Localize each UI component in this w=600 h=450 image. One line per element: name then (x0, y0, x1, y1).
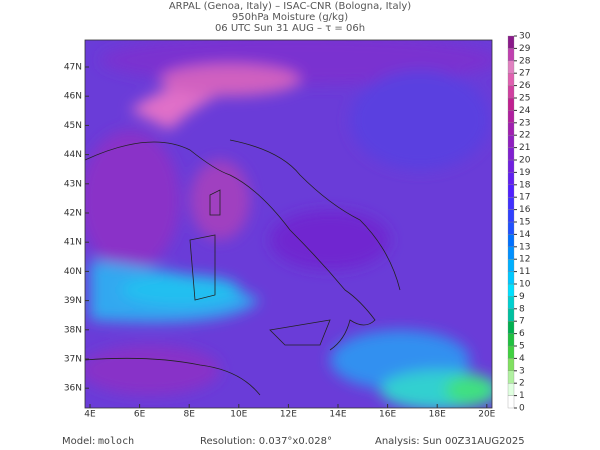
resolution: Resolution: 0.037°x0.028° (200, 436, 332, 447)
colorbar-cell (507, 333, 515, 347)
colorbar-label: 21 (519, 143, 530, 153)
moisture-field (85, 40, 492, 408)
colorbar-label: 18 (519, 180, 531, 190)
colorbar-label: 16 (519, 205, 531, 215)
colorbar-label: 8 (519, 304, 525, 314)
colorbar-cell (507, 85, 515, 99)
colorbar-label: 2 (519, 379, 525, 389)
colorbar-cell (507, 221, 515, 235)
header-line: 950hPa Moisture (g/kg) (232, 12, 348, 23)
lat-label: 41N (64, 238, 82, 248)
lat-label: 47N (64, 63, 82, 73)
lon-label: 12E (280, 410, 297, 420)
lon-label: 10E (230, 410, 247, 420)
colorbar-label: 30 (519, 32, 531, 42)
colorbar-cell (507, 184, 515, 198)
lon-label: 6E (134, 410, 146, 420)
colorbar-cell (507, 35, 515, 49)
colorbar-cell (507, 110, 515, 123)
colorbar-cell (507, 259, 515, 272)
colorbar-cell (507, 283, 515, 297)
colorbar-cell (507, 370, 515, 384)
colorbar-cell (507, 48, 515, 61)
colorbar-label: 29 (519, 44, 531, 54)
colorbar-label: 25 (519, 94, 530, 104)
colorbar-label: 14 (519, 230, 531, 240)
lat-label: 43N (64, 179, 82, 189)
colorbar-cell (507, 122, 515, 136)
colorbar-label: 24 (519, 106, 531, 116)
footer-label: Model: (62, 436, 95, 447)
colorbar-cell (507, 345, 515, 359)
colorbar-cell (507, 209, 515, 223)
header-line: ARPAL (Genoa, Italy) – ISAC-CNR (Bologna… (169, 1, 411, 12)
lon-label: 14E (329, 410, 346, 420)
colorbar-label: 13 (519, 242, 530, 252)
colorbar-cell (507, 147, 515, 161)
colorbar-cell (507, 172, 515, 185)
colorbar-cell (507, 197, 515, 210)
colorbar-label: 15 (519, 218, 530, 228)
lat-label: 40N (64, 267, 82, 277)
lat-label: 38N (64, 325, 82, 335)
analysis: Analysis: Sun 00Z31AUG2025 (375, 436, 525, 447)
colorbar-label: 9 (519, 292, 525, 302)
colorbar-label: 26 (519, 81, 531, 91)
lat-label: 44N (64, 150, 82, 160)
colorbar-label: 23 (519, 118, 530, 128)
colorbar-cell (507, 60, 515, 74)
lat-label: 36N (64, 384, 82, 394)
colorbar-label: 12 (519, 255, 530, 265)
model-name: moloch (98, 436, 134, 447)
lat-label: 39N (64, 296, 82, 306)
colorbar-cell (507, 135, 515, 148)
colorbar-label: 10 (519, 280, 531, 290)
colorbar-label: 22 (519, 131, 530, 141)
lon-label: 8E (183, 410, 195, 420)
colorbar-label: 20 (519, 156, 531, 166)
colorbar-label: 28 (519, 56, 531, 66)
colorbar-label: 5 (519, 342, 525, 352)
colorbar-label: 27 (519, 69, 530, 79)
colorbar-label: 7 (519, 317, 525, 327)
lon-label: 20E (478, 410, 495, 420)
colorbar-label: 0 (519, 404, 525, 414)
colorbar-cell (507, 358, 515, 371)
colorbar-cell (507, 296, 515, 309)
lon-label: 4E (84, 410, 96, 420)
colorbar-cell (507, 159, 515, 173)
colorbar-cell (507, 308, 515, 322)
colorbar-cell (507, 234, 515, 247)
colorbar-cell (507, 97, 515, 111)
colorbar-label: 3 (519, 366, 525, 376)
colorbar-cell (507, 246, 515, 260)
lat-label: 46N (64, 92, 82, 102)
colorbar-cell (507, 383, 515, 396)
colorbar-cell (507, 271, 515, 285)
lat-label: 37N (64, 355, 82, 365)
colorbar-label: 19 (519, 168, 531, 178)
colorbar-label: 4 (519, 354, 525, 364)
lon-label: 16E (379, 410, 396, 420)
colorbar-label: 17 (519, 193, 530, 203)
lat-label: 42N (64, 209, 82, 219)
lon-label: 18E (429, 410, 446, 420)
colorbar-cell (507, 73, 515, 86)
header-line: 06 UTC Sun 31 AUG – τ = 06h (215, 23, 365, 34)
colorbar-label: 6 (519, 329, 525, 339)
colorbar-cell (507, 395, 515, 409)
colorbar-label: 11 (519, 267, 530, 277)
colorbar-cell (507, 321, 515, 334)
colorbar-label: 1 (519, 391, 525, 401)
lat-label: 45N (64, 121, 82, 131)
